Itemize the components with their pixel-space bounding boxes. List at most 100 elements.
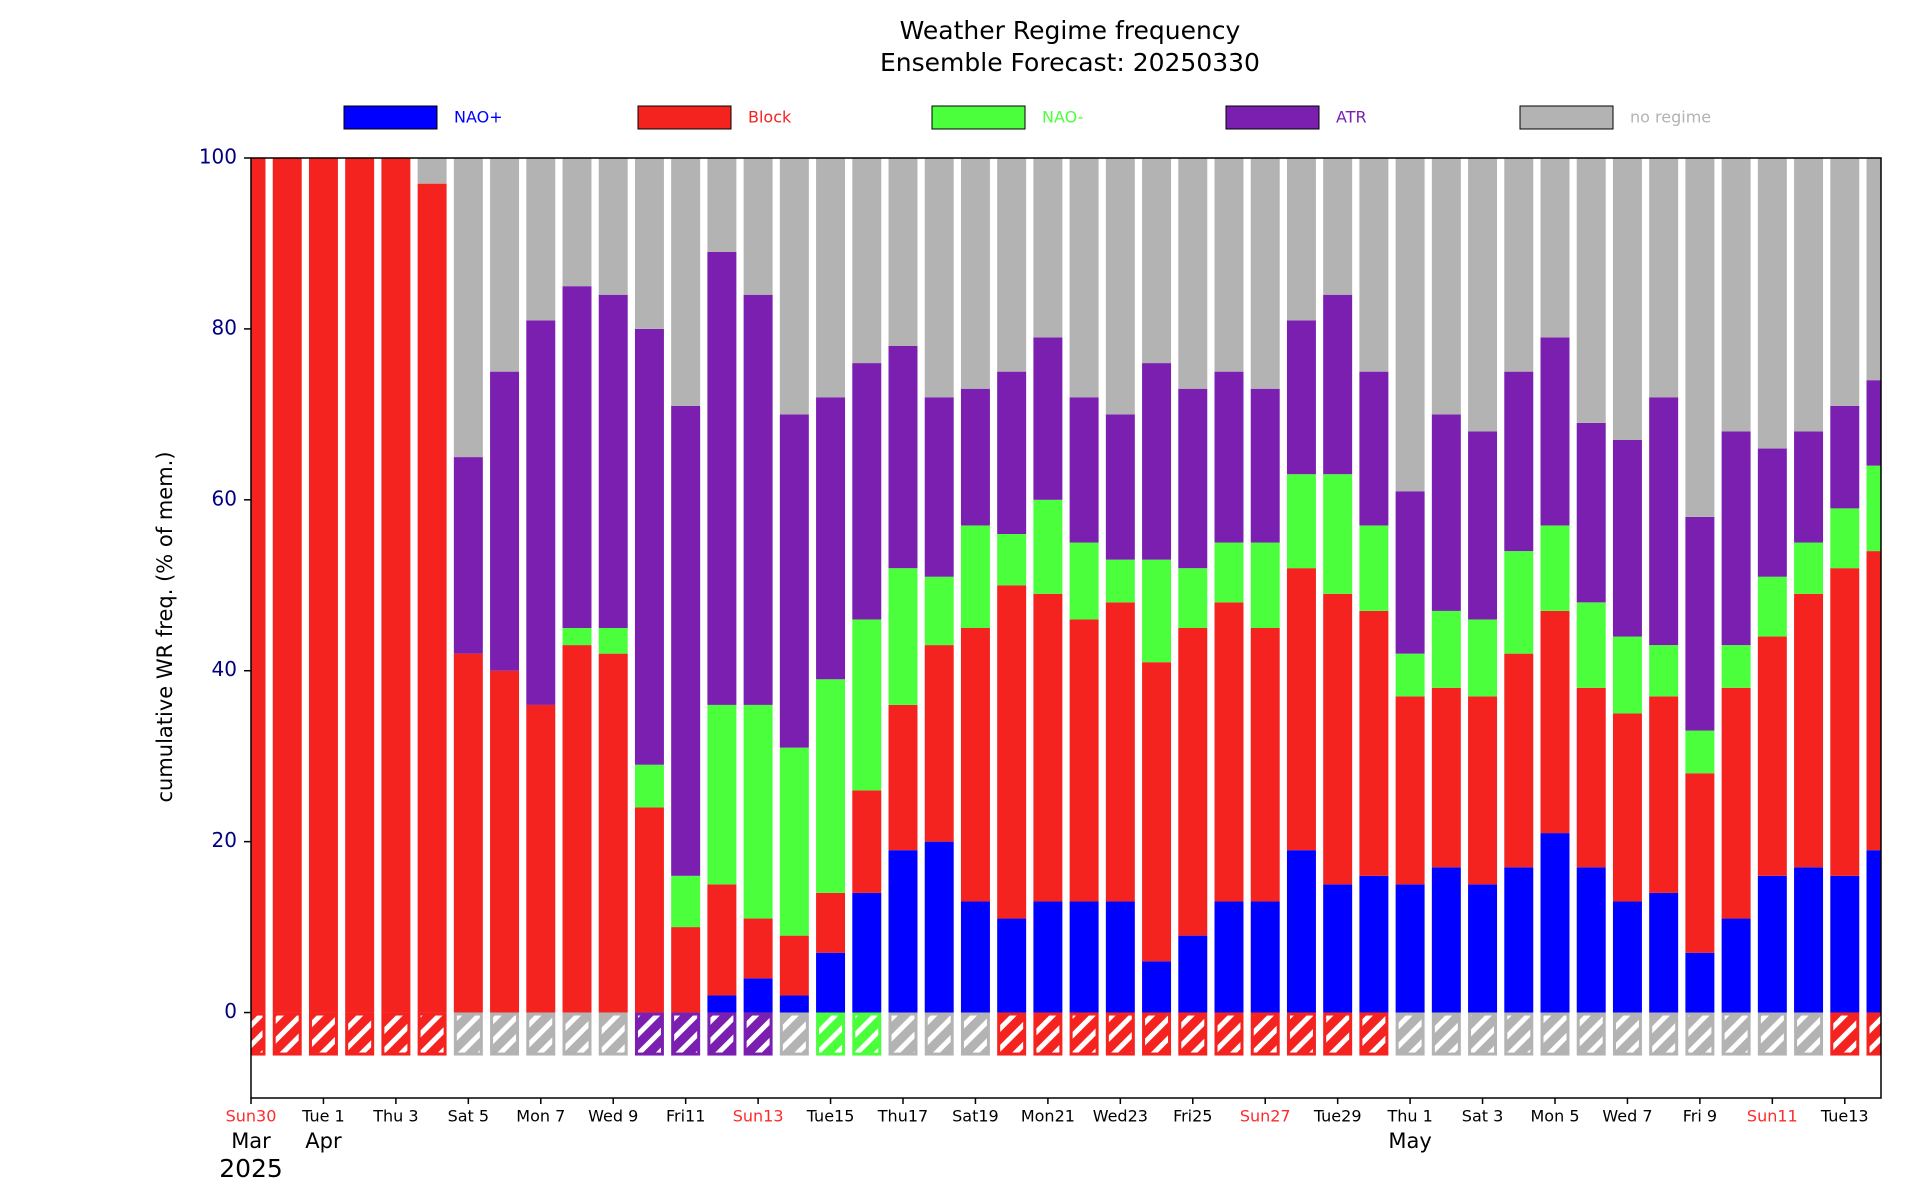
x-tick-label: Mon 5 <box>1531 1107 1580 1126</box>
bar-segment <box>1178 568 1208 628</box>
bar-segment <box>1504 867 1534 1013</box>
bar-segment <box>1105 901 1135 1013</box>
bar-segment <box>598 628 628 654</box>
x-tick-label: Tue13 <box>1820 1107 1869 1126</box>
bar-segment <box>562 158 592 287</box>
bar-segment <box>1069 158 1099 398</box>
dominant-regime-box <box>417 1012 447 1056</box>
bar-segment <box>1431 158 1461 415</box>
bar-segment <box>562 645 592 1013</box>
y-tick-label: 80 <box>212 315 237 339</box>
bar-segment <box>924 158 954 398</box>
bar-segment <box>1866 551 1881 851</box>
bar-segment <box>779 935 809 996</box>
y-tick-label: 20 <box>212 828 237 852</box>
bar-segment <box>888 568 918 705</box>
bar-segment <box>1069 901 1099 1013</box>
bar-segment <box>1757 576 1787 637</box>
bar-segment <box>1431 610 1461 688</box>
y-tick-label: 0 <box>224 999 237 1023</box>
bar-segment <box>1612 158 1642 440</box>
bar-segment <box>779 747 809 936</box>
chart-subtitle: Ensemble Forecast: 20250330 <box>880 48 1260 77</box>
bar-segment <box>417 183 447 1013</box>
dominant-regime-box <box>707 1012 737 1056</box>
x-tick-label: Mon 7 <box>516 1107 565 1126</box>
bar-segment <box>1685 158 1715 517</box>
bar-segment <box>852 619 882 791</box>
bar-segment <box>490 371 520 671</box>
dominant-regime-box <box>1685 1012 1715 1056</box>
bar-segment <box>1069 619 1099 902</box>
bar-segment <box>1250 158 1280 389</box>
bar-segment <box>997 534 1027 586</box>
bar-segment <box>634 764 664 808</box>
dominant-regime-box <box>1540 1012 1570 1056</box>
bar-segment <box>1757 158 1787 449</box>
bar-segment <box>960 901 990 1013</box>
bar-segment <box>960 525 990 628</box>
y-tick-label: 60 <box>212 486 237 510</box>
dominant-regime-box <box>779 1012 809 1056</box>
bar-segment <box>888 346 918 569</box>
bar-segment <box>816 952 846 1013</box>
bar-segment <box>924 645 954 842</box>
bar-segment <box>1504 371 1534 552</box>
bar-segment <box>1830 158 1860 406</box>
bar-segment <box>816 679 846 893</box>
dominant-regime-box <box>272 1012 302 1056</box>
x-tick-label: Sat 3 <box>1462 1107 1504 1126</box>
x-tick-label: Wed 9 <box>588 1107 638 1126</box>
month-label: Apr <box>305 1129 342 1153</box>
bar-segment <box>924 576 954 646</box>
bar-segment <box>526 158 556 321</box>
x-tick-label: Fri 9 <box>1683 1107 1717 1126</box>
bar-segment <box>924 397 954 577</box>
x-tick-label: Sun13 <box>733 1107 784 1126</box>
bar-segment <box>1721 645 1751 688</box>
bar-segment <box>1721 158 1751 432</box>
bar-segment <box>1033 593 1063 902</box>
bar-segment <box>1794 593 1824 868</box>
dominant-regime-box <box>1033 1012 1063 1056</box>
bar-segment <box>1757 875 1787 1013</box>
bar-segment <box>453 158 483 458</box>
bar-segment <box>743 704 773 919</box>
bar-segment <box>888 704 918 851</box>
x-tick-label: Tue 1 <box>301 1107 345 1126</box>
bar-segment <box>1105 414 1135 560</box>
bar-segment <box>1576 867 1606 1013</box>
dominant-regime-box <box>453 1012 483 1056</box>
bar-segment <box>1576 602 1606 688</box>
bar-segment <box>1359 875 1389 1013</box>
x-tick-label: Sat19 <box>952 1107 999 1126</box>
bar-segment <box>1323 474 1353 594</box>
y-tick-label: 40 <box>212 657 237 681</box>
dominant-regime-box <box>381 1012 411 1056</box>
bar-segment <box>743 294 773 705</box>
bar-segment <box>1250 542 1280 628</box>
dominant-regime-box <box>1431 1012 1461 1056</box>
dominant-regime-box <box>924 1012 954 1056</box>
bar-segment <box>707 884 737 996</box>
dominant-regime-box <box>888 1012 918 1056</box>
bar-segment <box>1612 901 1642 1013</box>
bar-segment <box>453 457 483 654</box>
bar-segment <box>1794 431 1824 543</box>
bar-segment <box>1866 465 1881 552</box>
bar-segment <box>1033 337 1063 500</box>
bar-segment <box>1142 363 1172 560</box>
bar-segment <box>997 585 1027 919</box>
bar-segment <box>1866 158 1881 381</box>
bar-segment <box>1105 602 1135 902</box>
bar-segment <box>707 995 737 1013</box>
bar-segment <box>1612 713 1642 902</box>
bar-segment <box>1794 867 1824 1013</box>
bar-segment <box>1286 568 1316 851</box>
bar-segment <box>1359 371 1389 526</box>
bar-segment <box>490 670 520 1013</box>
bar-segment <box>1286 474 1316 569</box>
bar-segment <box>1105 559 1135 603</box>
dominant-regime-box <box>1757 1012 1787 1056</box>
bar-segment <box>1142 158 1172 364</box>
